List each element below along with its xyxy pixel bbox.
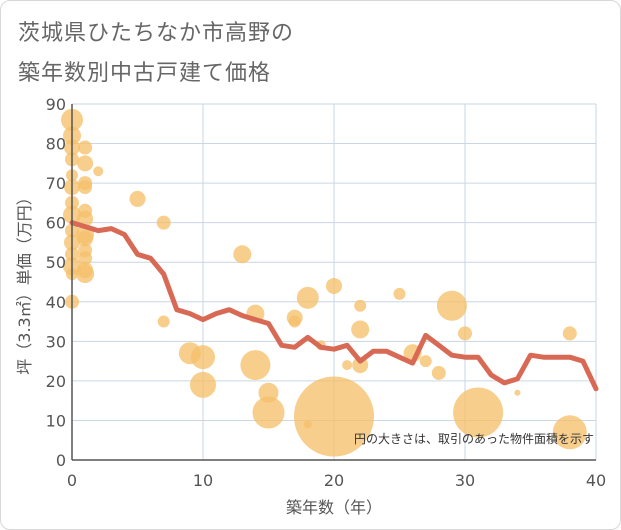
data-point (453, 387, 504, 438)
data-point (77, 155, 94, 172)
y-tick-label: 50 (46, 253, 66, 272)
data-point (419, 355, 432, 368)
trend-line (69, 220, 599, 392)
data-point (354, 299, 367, 312)
x-tick-label: 20 (324, 471, 344, 490)
chart-title-line-1: 茨城県ひたちなか市高野の (18, 21, 295, 46)
grid-lines (72, 103, 597, 460)
data-point (156, 215, 171, 230)
data-point (233, 245, 252, 264)
bubbles (61, 108, 587, 457)
data-point (552, 415, 587, 450)
bubble-size-note: 円の大きさは、取引のあった物件面積を示す (354, 431, 594, 446)
data-point (129, 190, 146, 207)
axes (71, 104, 596, 461)
x-tick-label: 0 (67, 471, 77, 490)
data-point (93, 166, 104, 177)
tick-labels: 0 10 20 30 40 50 60 70 80 90 0 10 20 30 40 (46, 95, 607, 490)
data-point (78, 251, 93, 266)
y-tick-label: 80 (46, 135, 66, 154)
data-point (76, 265, 95, 284)
data-point (191, 345, 215, 370)
data-point (436, 290, 467, 321)
data-point (431, 365, 446, 380)
data-point (252, 396, 285, 429)
data-point (157, 315, 170, 328)
x-tick-label: 10 (193, 471, 213, 490)
data-point (326, 277, 342, 294)
y-axis-label: 坪（3.3㎡）単価（万円） (15, 189, 34, 374)
data-point (458, 326, 472, 341)
data-point (514, 389, 521, 396)
x-tick-label: 40 (586, 471, 606, 490)
data-point (342, 360, 353, 371)
y-tick-label: 60 (46, 214, 66, 233)
y-tick-label: 0 (56, 451, 66, 470)
data-point (77, 210, 94, 227)
chart-title-line-2: 築年数別中古戸建て価格 (18, 61, 272, 86)
data-point (296, 286, 319, 309)
y-tick-label: 30 (46, 332, 66, 351)
data-point (351, 320, 370, 339)
y-tick-label: 90 (46, 95, 66, 114)
data-point (78, 140, 93, 155)
x-axis-label: 築年数（年） (286, 498, 382, 517)
data-point (77, 230, 94, 247)
y-tick-label: 20 (46, 372, 66, 391)
data-point (393, 287, 406, 300)
y-tick-label: 10 (46, 411, 66, 430)
data-point (78, 180, 93, 195)
data-point (294, 376, 374, 457)
data-point (190, 371, 216, 398)
y-tick-label: 70 (46, 174, 66, 193)
data-point (240, 350, 271, 381)
x-tick-label: 30 (455, 471, 475, 490)
data-point (562, 326, 577, 341)
data-point (288, 315, 301, 328)
y-tick-label: 40 (46, 293, 66, 312)
